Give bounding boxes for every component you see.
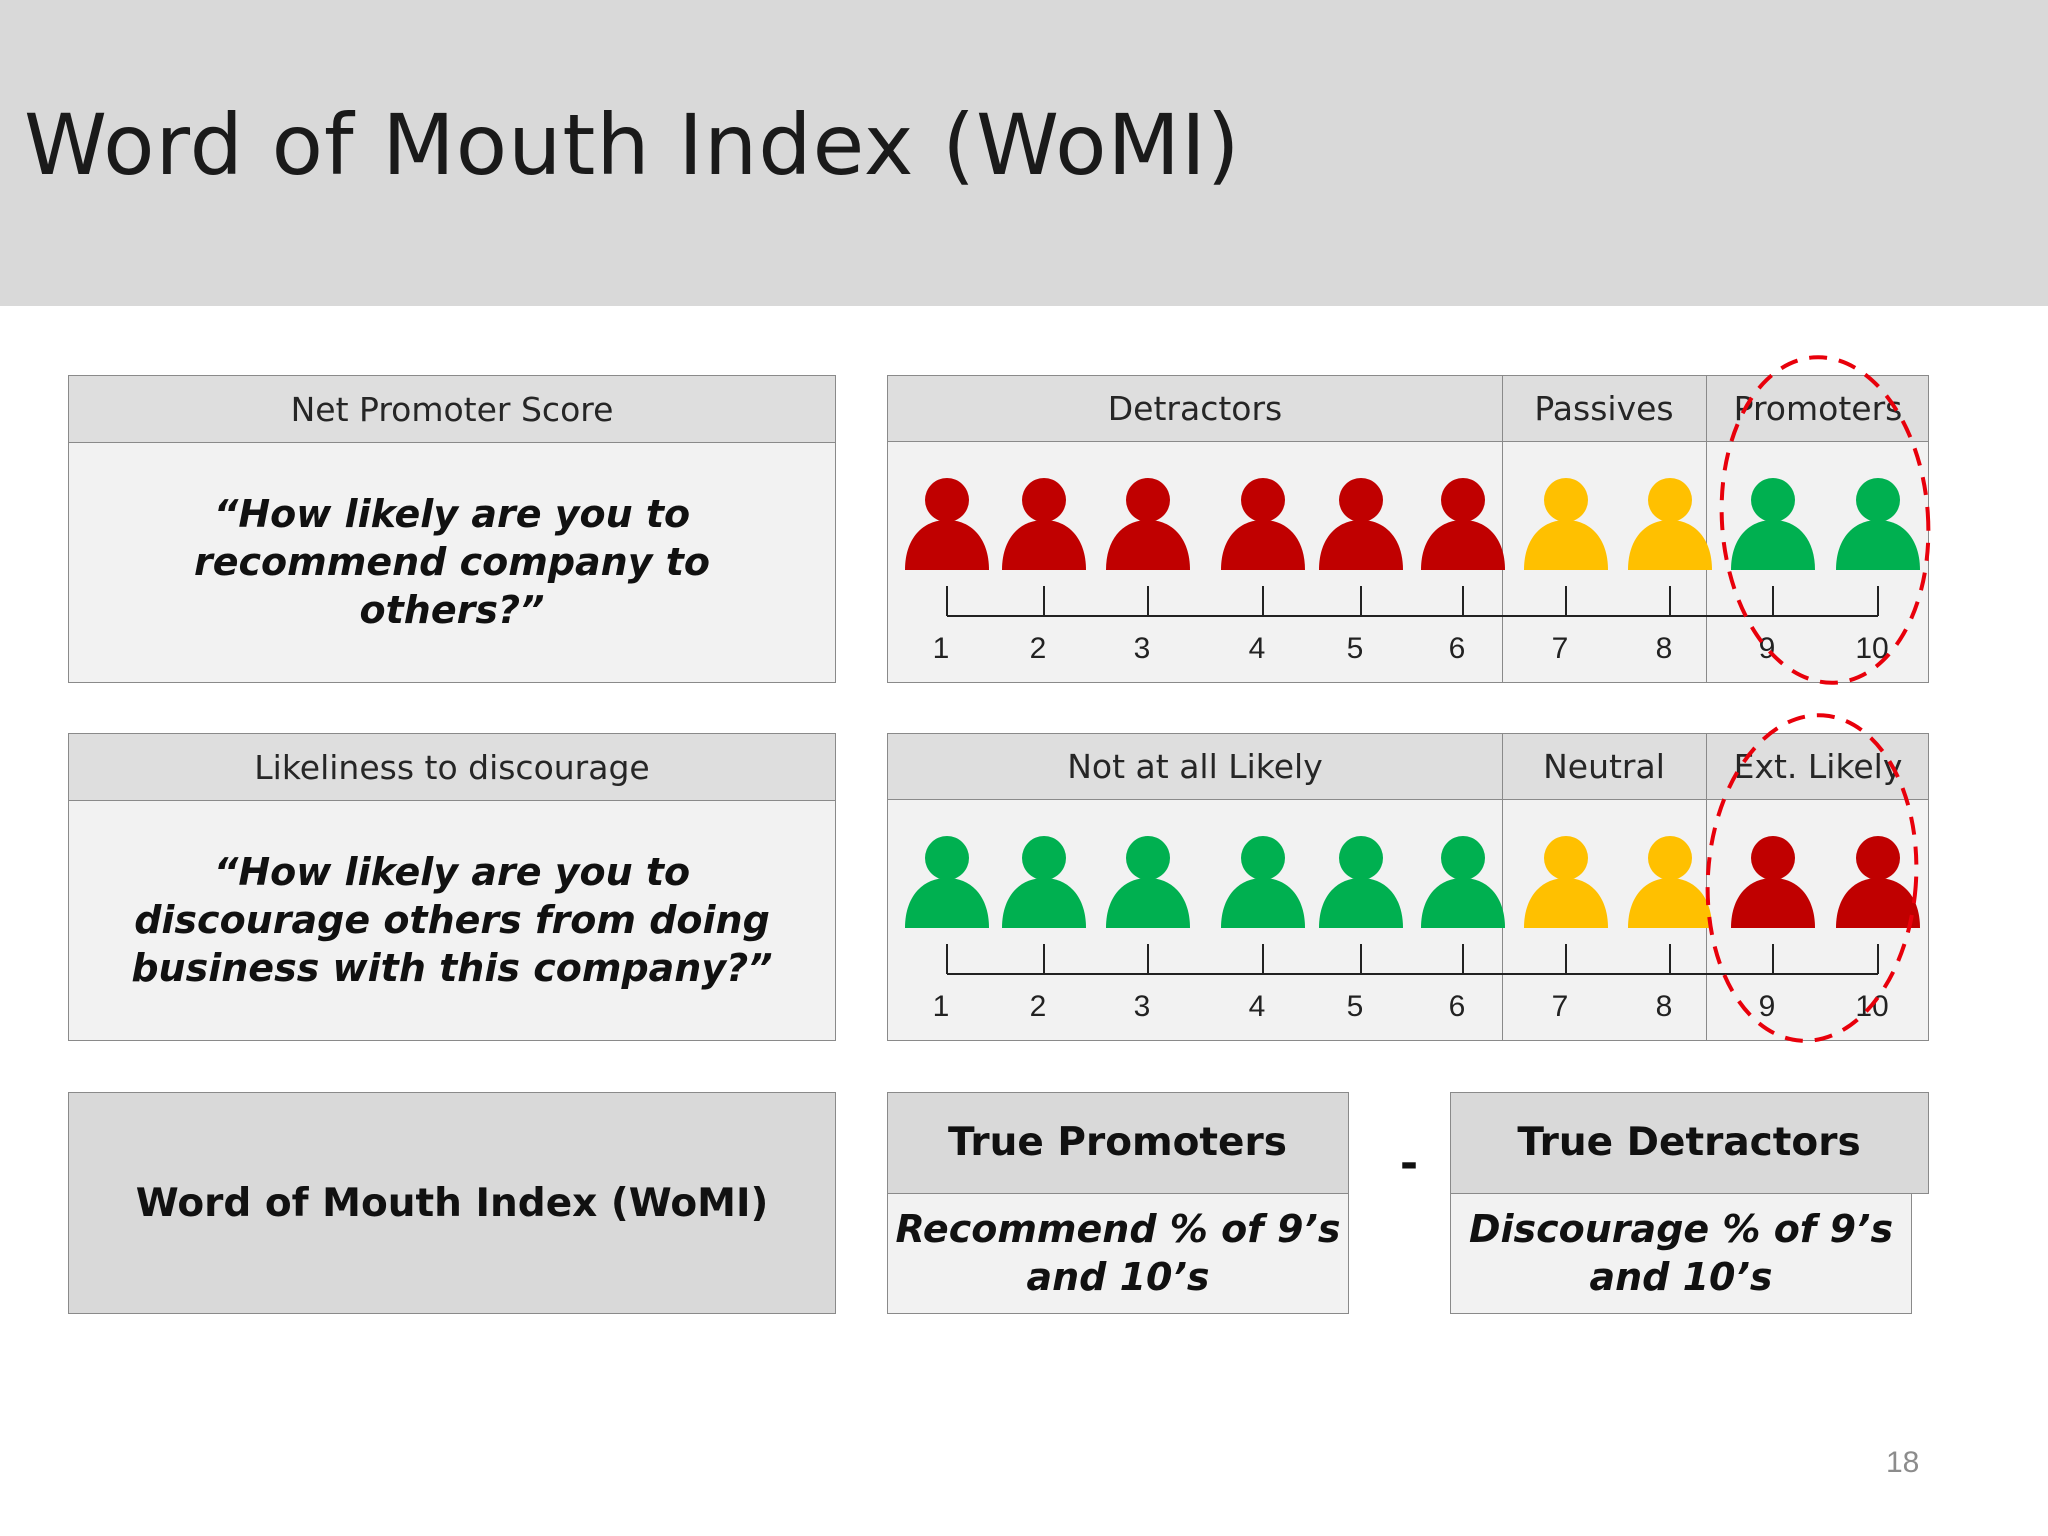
group-promoters: Promoters	[1706, 376, 1928, 442]
person-icon	[905, 836, 989, 928]
womi-label-box: Word of Mouth Index (WoMI)	[68, 1092, 836, 1314]
scale-number: 4	[1248, 990, 1266, 1023]
person-icon	[1319, 836, 1403, 928]
true-promoters-header: True Promoters	[886, 1091, 1349, 1194]
scale-number: 7	[1551, 990, 1569, 1023]
scale-number: 9	[1758, 990, 1776, 1023]
scale-number: 8	[1655, 990, 1673, 1023]
scale-number: 3	[1133, 990, 1151, 1023]
group-passives: Passives	[1502, 376, 1706, 442]
score-figures	[905, 836, 1920, 975]
ext-likely-highlight-oval	[1705, 713, 1919, 1043]
person-icon	[1002, 836, 1086, 928]
person-icon	[1421, 836, 1505, 928]
person-icon	[1221, 836, 1305, 928]
promoters-highlight-oval	[1719, 355, 1931, 685]
true-detractors-box: True Detractors Discourage % of 9’s and …	[1449, 1091, 1929, 1314]
scale-number: 2	[1029, 632, 1047, 665]
true-detractors-header: True Detractors	[1449, 1091, 1929, 1194]
person-icon	[1836, 836, 1920, 928]
scale-number: 1	[932, 990, 950, 1023]
person-icon	[1731, 836, 1815, 928]
group-detractors: Detractors	[888, 376, 1502, 442]
person-icon	[1319, 478, 1403, 570]
scale-number: 5	[1346, 632, 1364, 665]
person-icon	[1731, 478, 1815, 570]
group-divider	[1502, 734, 1503, 1040]
person-icon	[1836, 478, 1920, 570]
page-number: 18	[1886, 1446, 1920, 1479]
person-icon	[1524, 836, 1608, 928]
scale-number: 6	[1448, 632, 1466, 665]
minus-operator: -	[1399, 1137, 1419, 1189]
scale-number: 8	[1655, 632, 1673, 665]
group-neutral: Neutral	[1502, 734, 1706, 800]
person-icon	[1106, 836, 1190, 928]
scale-number: 5	[1346, 990, 1364, 1023]
person-icon	[1421, 478, 1505, 570]
person-icon	[1106, 478, 1190, 570]
scale-number: 7	[1551, 632, 1569, 665]
true-promoters-definition: Recommend % of 9’s and 10’s	[895, 1207, 1341, 1299]
nps-question-box: Net Promoter Score “How likely are you t…	[68, 375, 836, 683]
nps-header: Net Promoter Score	[69, 376, 835, 443]
dashed-oval	[1719, 355, 1931, 685]
person-icon	[1628, 478, 1712, 570]
group-not-at-all-likely: Not at all Likely	[888, 734, 1502, 800]
score-figures	[905, 478, 1920, 617]
dashed-oval	[1705, 713, 1919, 1043]
person-icon	[1221, 478, 1305, 570]
person-icon	[905, 478, 989, 570]
discourage-question-box: Likeliness to discourage “How likely are…	[68, 733, 836, 1041]
title-band	[0, 0, 2048, 306]
person-icon	[1628, 836, 1712, 928]
discourage-question: “How likely are you to discourage others…	[131, 850, 773, 990]
true-detractors-definition: Discourage % of 9’s and 10’s	[1468, 1207, 1894, 1299]
scale-number: 6	[1448, 990, 1466, 1023]
person-icon	[1002, 478, 1086, 570]
scale-number: 4	[1248, 632, 1266, 665]
true-promoters-box: True Promoters Recommend % of 9’s and 10…	[886, 1091, 1349, 1314]
scale-number: 2	[1029, 990, 1047, 1023]
slide-title: Word of Mouth Index (WoMI)	[24, 96, 1241, 194]
nps-question: “How likely are you to recommend company…	[194, 492, 710, 632]
group-divider	[1502, 376, 1503, 682]
scale-number: 3	[1133, 632, 1151, 665]
discourage-header: Likeliness to discourage	[69, 734, 835, 801]
group-divider	[1706, 376, 1707, 682]
person-icon	[1524, 478, 1608, 570]
scale-number: 1	[932, 632, 950, 665]
